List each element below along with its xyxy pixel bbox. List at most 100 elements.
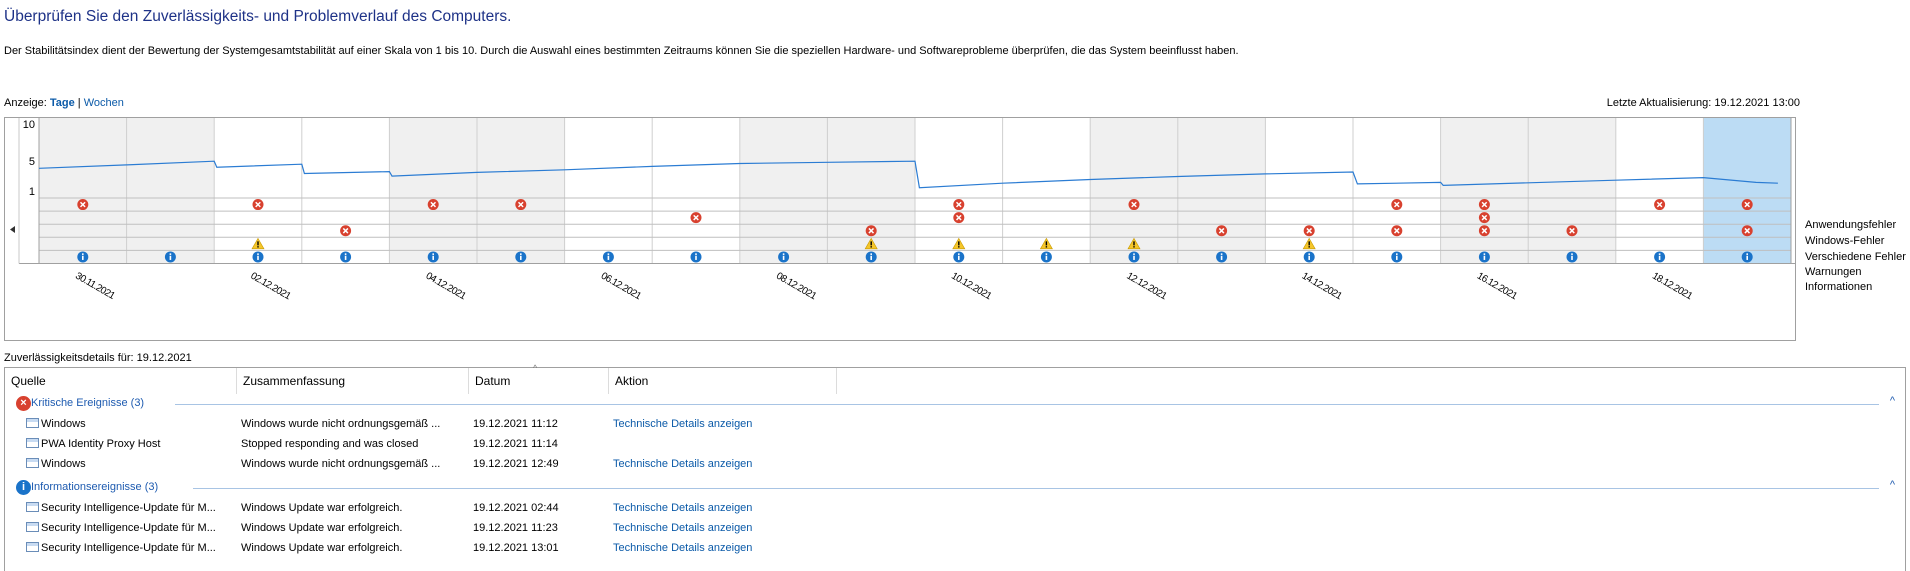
technical-details-link[interactable]: Technische Details anzeigen: [613, 502, 753, 514]
chart-column[interactable]: [389, 118, 477, 264]
info-icon-mark: [1483, 255, 1486, 260]
info-icon-mark: [782, 255, 785, 260]
x-tick-label: 16.12.2021: [1475, 271, 1520, 303]
chart-column[interactable]: [564, 118, 653, 264]
chart-column[interactable]: [1177, 118, 1266, 264]
chart-column[interactable]: [1440, 118, 1529, 264]
chart-column[interactable]: [1615, 118, 1704, 264]
info-icon-mark: [607, 255, 610, 260]
row-source: Security Intelligence-Update für M...: [41, 502, 216, 514]
table-row[interactable]: Security Intelligence-Update für M... Wi…: [5, 538, 1905, 558]
reliability-chart-svg[interactable]: 10 5 1 30.11.2021 02.12.2021 04.12.2021 06.12.…: [5, 118, 1821, 342]
technical-details-link[interactable]: Technische Details anzeigen: [613, 522, 753, 534]
row-summary: Windows Update war erfolgreich.: [241, 502, 403, 514]
table-row[interactable]: PWA Identity Proxy Host Stopped respondi…: [5, 434, 1905, 454]
application-icon: [26, 438, 39, 448]
chart-column[interactable]: [126, 118, 215, 264]
info-icon-mark: [169, 255, 172, 260]
view-days-link[interactable]: Tage: [49, 97, 75, 109]
info-icon-dot: [870, 253, 872, 255]
table-row[interactable]: Security Intelligence-Update für M... Wi…: [5, 518, 1905, 538]
error-icon-cross: [517, 201, 524, 208]
row-summary: Windows Update war erfolgreich.: [241, 522, 403, 534]
collapse-chevron-icon[interactable]: ^: [1889, 395, 1895, 407]
group-divider: [193, 488, 1879, 489]
chart-column[interactable]: [1528, 118, 1616, 264]
row-date: 19.12.2021 11:12: [473, 418, 558, 430]
row-source: Windows: [41, 458, 86, 470]
info-icon-dot: [169, 253, 172, 255]
group-critical-events[interactable]: × Kritische Ereignisse (3) ^: [5, 395, 1905, 413]
last-update-text: Letzte Aktualisierung: 19.12.2021 13:00: [1606, 97, 1800, 109]
column-header-summary[interactable]: Zusammenfassung: [237, 368, 469, 394]
technical-details-link[interactable]: Technische Details anzeigen: [613, 418, 753, 430]
info-icon-mark: [1658, 255, 1661, 260]
error-icon-cross: [79, 201, 86, 208]
technical-details-link[interactable]: Technische Details anzeigen: [613, 458, 753, 470]
reliability-chart[interactable]: 10 5 1 30.11.2021 02.12.2021 04.12.2021 06.12.…: [4, 117, 1821, 342]
collapse-chevron-icon[interactable]: ^: [1889, 479, 1895, 491]
scroll-left-icon[interactable]: [10, 226, 15, 233]
table-row[interactable]: Windows Windows wurde nicht ordnungsgemä…: [5, 414, 1905, 434]
warning-icon-dot: [1133, 246, 1135, 248]
chart-column[interactable]: [739, 118, 828, 264]
technical-details-link[interactable]: Technische Details anzeigen: [613, 542, 753, 554]
info-icon-mark: [1220, 255, 1223, 260]
chart-column[interactable]: [39, 118, 127, 264]
error-icon-cross: [1744, 201, 1751, 208]
row-date: 19.12.2021 02:44: [473, 502, 559, 514]
error-icon-cross: [342, 227, 349, 234]
chart-column[interactable]: [1353, 118, 1441, 264]
row-summary: Windows wurde nicht ordnungsgemäß ...: [241, 458, 441, 470]
info-icon-mark: [1045, 255, 1048, 260]
info-icon-dot: [782, 253, 785, 255]
info-icon-mark: [1746, 255, 1748, 260]
warning-icon-mark: [958, 241, 960, 246]
info-icon-dot: [1396, 253, 1398, 255]
legend-app-errors: Anwendungsfehler: [1805, 219, 1897, 231]
application-icon: [26, 458, 39, 468]
row-date: 19.12.2021 11:23: [473, 522, 558, 534]
error-icon-cross: [1481, 214, 1488, 221]
x-tick-label: 02.12.2021: [249, 271, 294, 303]
info-icon-dot: [1746, 253, 1748, 255]
warning-icon-dot: [958, 246, 960, 248]
info-icon-dot: [82, 253, 84, 255]
view-label: Anzeige:: [4, 97, 47, 109]
table-row[interactable]: Windows Windows wurde nicht ordnungsgemä…: [5, 454, 1905, 474]
table-row[interactable]: Security Intelligence-Update für M... Wi…: [5, 498, 1905, 518]
error-icon-cross: [1306, 227, 1313, 234]
error-icon-cross: [1131, 201, 1137, 208]
column-header-date[interactable]: Datum: [469, 368, 609, 394]
sort-up-icon: ^: [533, 363, 538, 373]
view-weeks-link[interactable]: Wochen: [83, 97, 124, 109]
x-tick-label: 12.12.2021: [1125, 271, 1170, 303]
warning-icon-dot: [257, 246, 259, 248]
chart-column[interactable]: [477, 118, 565, 264]
row-source: PWA Identity Proxy Host: [41, 438, 161, 450]
info-icon-dot: [607, 253, 610, 255]
legend-misc-errors: Verschiedene Fehler: [1805, 251, 1906, 263]
y-tick-label: 10: [23, 119, 35, 131]
error-icon-cross: [1569, 227, 1575, 234]
info-icon-mark: [1571, 255, 1573, 260]
chart-column[interactable]: [301, 118, 390, 264]
info-icon-mark: [520, 255, 522, 260]
application-icon: [26, 522, 39, 532]
column-header-source[interactable]: Quelle: [5, 368, 237, 394]
info-icon-mark: [344, 255, 347, 260]
application-icon: [26, 502, 39, 512]
group-label: Informationsereignisse (3): [31, 481, 159, 493]
column-header-action[interactable]: Aktion: [609, 368, 837, 394]
error-icon-cross: [1393, 227, 1400, 234]
stability-line: [38, 160, 1778, 189]
x-tick-label: 14.12.2021: [1300, 271, 1345, 303]
info-icon-dot: [1308, 253, 1310, 255]
group-information-events[interactable]: i Informationsereignisse (3) ^: [5, 479, 1905, 497]
info-icon-dot: [1571, 253, 1573, 255]
y-tick-label: 1: [29, 186, 35, 198]
row-date: 19.12.2021 11:14: [473, 438, 558, 450]
chart-column[interactable]: [1703, 118, 1791, 264]
row-date: 19.12.2021 12:49: [473, 458, 559, 470]
chart-column[interactable]: [652, 118, 740, 264]
